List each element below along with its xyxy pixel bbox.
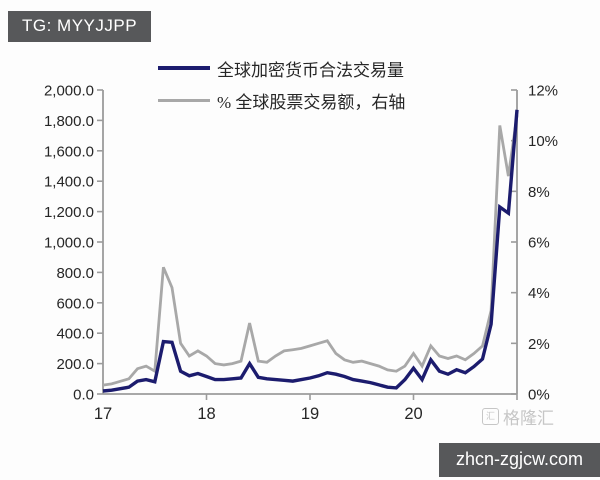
left-axis-label: 200.0 [56,356,94,373]
left-axis-label: 600.0 [56,295,94,312]
left-axis-label: 0.0 [73,387,94,404]
legend-item-crypto-volume: 全球加密货币合法交易量 [158,52,405,84]
gelonghui-watermark: 汇 格隆汇 [482,404,554,429]
legend-item-stock-share: % 全球股票交易额，右轴 [158,84,405,116]
right-axis-label: 12% [528,83,558,100]
legend-label-stock-share: % 全球股票交易额，右轴 [217,92,406,112]
x-axis-label: 19 [301,405,319,423]
x-axis-label: 18 [197,405,215,423]
site-url-bar: zhcn-zgjcw.com [438,443,600,477]
left-axis-label: 800.0 [56,265,94,282]
right-axis-label: 0% [528,387,550,404]
gelonghui-watermark-text: 格隆汇 [503,409,554,428]
chart-legend: 全球加密货币合法交易量 % 全球股票交易额，右轴 [158,52,405,116]
legend-label-crypto-volume: 全球加密货币合法交易量 [217,60,404,80]
left-axis-label: 1,400.0 [44,174,94,191]
gelonghui-logo-icon: 汇 [482,408,499,425]
left-axis-label: 2,000.0 [44,83,94,100]
left-axis-label: 1,600.0 [44,143,94,160]
left-axis-label: 1,800.0 [44,113,94,130]
left-axis-label: 400.0 [56,326,94,343]
telegram-badge: TG: MYYJJPP [8,11,152,42]
crypto-volume-line [102,109,519,393]
right-axis-label: 8% [528,184,550,201]
crypto-line-swatch [158,66,210,70]
right-axis-label: 2% [528,336,550,353]
stock-line-swatch [158,98,210,102]
right-axis-label: 10% [528,133,558,150]
x-axis-label: 17 [94,405,112,423]
right-axis-label: 6% [528,235,550,252]
left-axis-label: 1,200.0 [44,204,94,221]
x-axis-label: 20 [404,405,422,423]
stock-share-line [102,115,519,387]
left-axis-label: 1,000.0 [44,235,94,252]
right-axis-label: 4% [528,285,550,302]
